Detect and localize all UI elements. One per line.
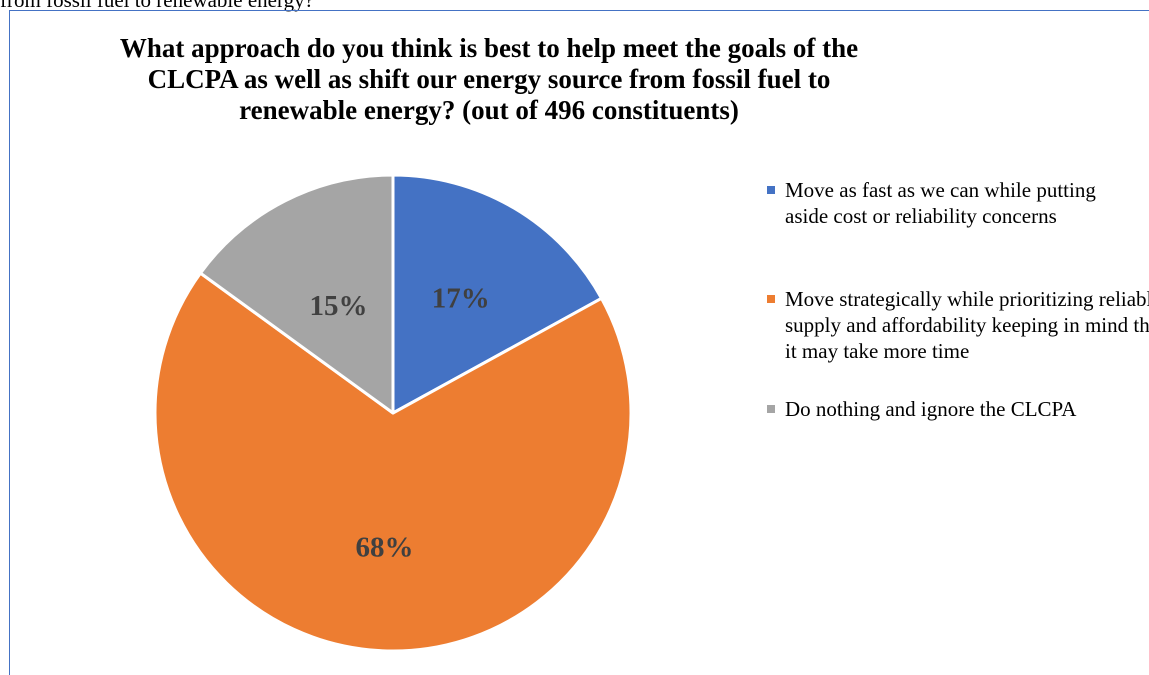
legend-swatch-move-fast xyxy=(767,186,775,194)
chart-legend: Move as fast as we can while putting asi… xyxy=(767,177,1149,422)
data-label-move-fast: 17% xyxy=(432,283,490,315)
pie-slice-move-fast xyxy=(391,173,604,415)
preceding-document-text: from fossil fuel to renewable energy? xyxy=(0,0,314,12)
legend-swatch-do-nothing xyxy=(767,405,775,413)
legend-item-move-strategically: Move strategically while prioritizing re… xyxy=(767,286,1149,364)
data-label-do-nothing: 15% xyxy=(310,290,368,322)
legend-swatch-move-strategically xyxy=(767,295,775,303)
data-label-move-strategically: 68% xyxy=(356,532,414,564)
chart-frame xyxy=(9,10,1149,675)
legend-label-move-strategically: Move strategically while prioritizing re… xyxy=(785,287,1149,363)
legend-label-move-fast: Move as fast as we can while putting asi… xyxy=(785,178,1096,228)
pie-slice-do-nothing xyxy=(198,173,395,415)
legend-item-do-nothing: Do nothing and ignore the CLCPA xyxy=(767,396,1085,422)
pie-slice-move-strategically xyxy=(153,271,633,653)
chart-title: What approach do you think is best to he… xyxy=(119,33,859,125)
legend-label-do-nothing: Do nothing and ignore the CLCPA xyxy=(785,397,1077,421)
legend-item-move-fast: Move as fast as we can while putting asi… xyxy=(767,177,1130,229)
